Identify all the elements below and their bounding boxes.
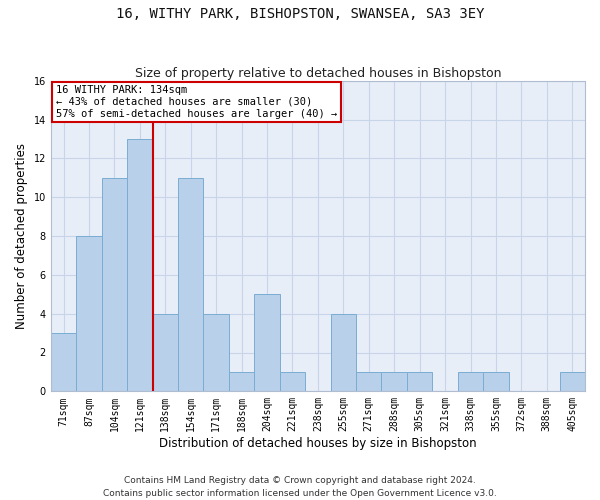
Bar <box>76 236 101 392</box>
Bar <box>254 294 280 392</box>
Bar <box>127 139 152 392</box>
Bar <box>203 314 229 392</box>
Bar <box>560 372 585 392</box>
Bar <box>382 372 407 392</box>
Text: Contains HM Land Registry data © Crown copyright and database right 2024.
Contai: Contains HM Land Registry data © Crown c… <box>103 476 497 498</box>
Bar <box>331 314 356 392</box>
Title: Size of property relative to detached houses in Bishopston: Size of property relative to detached ho… <box>134 66 501 80</box>
Bar <box>178 178 203 392</box>
Bar <box>101 178 127 392</box>
X-axis label: Distribution of detached houses by size in Bishopston: Distribution of detached houses by size … <box>159 437 477 450</box>
Bar <box>407 372 433 392</box>
Text: 16, WITHY PARK, BISHOPSTON, SWANSEA, SA3 3EY: 16, WITHY PARK, BISHOPSTON, SWANSEA, SA3… <box>116 8 484 22</box>
Bar <box>356 372 382 392</box>
Bar <box>458 372 483 392</box>
Bar <box>51 333 76 392</box>
Bar <box>152 314 178 392</box>
Text: 16 WITHY PARK: 134sqm
← 43% of detached houses are smaller (30)
57% of semi-deta: 16 WITHY PARK: 134sqm ← 43% of detached … <box>56 86 337 118</box>
Bar <box>483 372 509 392</box>
Bar <box>229 372 254 392</box>
Y-axis label: Number of detached properties: Number of detached properties <box>15 143 28 329</box>
Bar <box>280 372 305 392</box>
